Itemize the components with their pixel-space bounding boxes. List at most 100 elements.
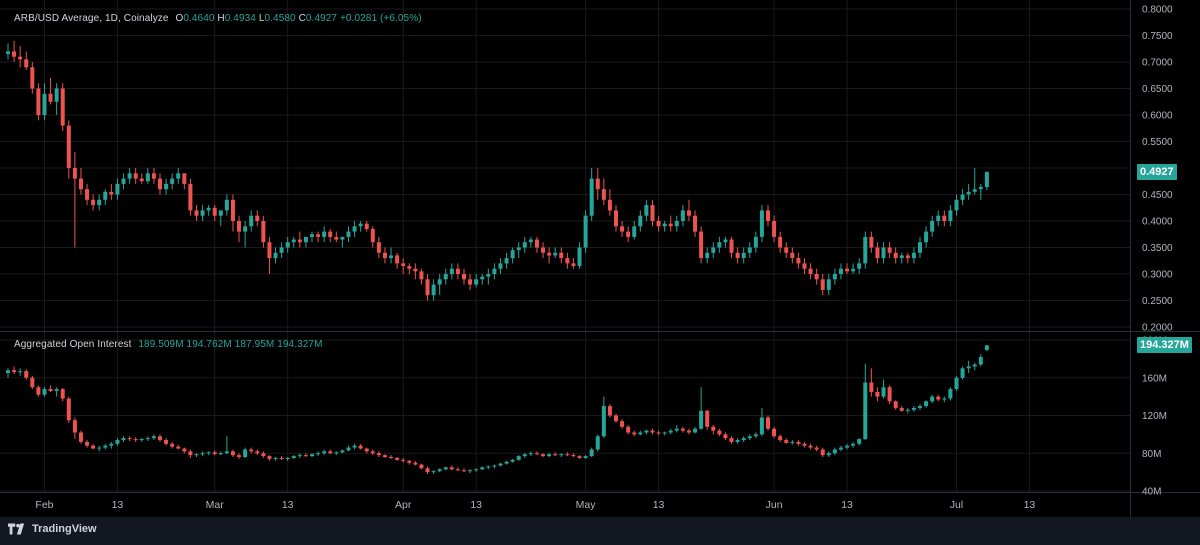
oi-candle-body <box>109 443 114 446</box>
price-candle-body <box>188 183 193 211</box>
price-candle <box>103 189 108 206</box>
price-candle <box>918 236 922 259</box>
oi-candle <box>24 369 29 380</box>
price-candle <box>413 263 418 280</box>
price-candle-body <box>462 274 466 280</box>
oi-candle <box>875 387 880 402</box>
oi-candle <box>522 453 527 458</box>
price-candle <box>419 268 424 285</box>
oi-candle <box>729 436 734 444</box>
chart-canvas[interactable]: 0.80000.75000.70000.65000.60000.55000.50… <box>0 0 1200 517</box>
oi-candle <box>595 434 600 452</box>
oi-candle <box>218 451 223 456</box>
oi-candle <box>370 449 375 456</box>
price-candle-body <box>589 178 594 216</box>
oi-candle-body <box>121 438 126 441</box>
price-candle-body <box>680 210 685 221</box>
tradingview-logo[interactable]: TradingView <box>8 523 97 535</box>
time-tick-label: 13 <box>470 499 482 511</box>
oi-candle-body <box>766 417 770 429</box>
oi-candle-body <box>899 407 904 411</box>
oi-candle-body <box>936 396 941 400</box>
oi-candle <box>395 457 400 461</box>
price-candle-body <box>382 252 387 259</box>
oi-candle <box>139 438 144 442</box>
price-tick-label: 0.3500 <box>1142 243 1173 254</box>
price-candle-body <box>735 252 740 259</box>
oi-candle-body <box>401 459 406 461</box>
oi-candle <box>626 424 631 435</box>
time-tick-label: 13 <box>1024 499 1036 511</box>
price-candle <box>911 247 916 264</box>
price-tick-label: 0.8000 <box>1142 5 1173 16</box>
oi-candle-body <box>522 454 527 457</box>
price-candle <box>693 210 698 237</box>
price-candle-body <box>413 268 418 272</box>
oi-candle-body <box>382 455 387 458</box>
time-axis[interactable]: Feb 13 Mar 13 Apr 13 May 13 Jun 13 Jul 13 <box>35 499 1035 511</box>
price-candle <box>717 236 722 253</box>
open-interest-axis[interactable]: 200M160M120M80M40M <box>1142 336 1167 498</box>
price-candle-body <box>273 252 278 259</box>
price-candle <box>778 231 783 253</box>
time-tick-label: 13 <box>282 499 294 511</box>
oi-candle <box>911 406 916 412</box>
oi-candle <box>401 457 406 463</box>
oi-candle-body <box>115 440 120 444</box>
price-candle-body <box>620 226 625 232</box>
oi-candle-body <box>206 452 211 454</box>
oi-title[interactable]: Aggregated Open Interest <box>14 339 132 350</box>
price-candle-body <box>784 247 789 253</box>
oi-candle <box>310 453 314 458</box>
oi-candle-body <box>826 453 831 456</box>
oi-candle-body <box>516 456 521 460</box>
price-candle <box>832 268 837 285</box>
low-label: L <box>258 13 265 24</box>
oi-candle <box>407 459 412 465</box>
oi-candle <box>322 449 327 456</box>
oi-candle <box>145 436 150 441</box>
price-candle-body <box>121 178 126 184</box>
price-candle <box>948 205 953 227</box>
oi-candle-body <box>571 455 576 457</box>
price-candle-body <box>492 268 497 274</box>
price-candle <box>115 178 120 200</box>
oi-candle-body <box>188 451 193 456</box>
price-candle-body <box>437 279 442 285</box>
oi-candle <box>845 443 850 450</box>
price-candle <box>188 178 193 216</box>
close-label: C <box>298 13 306 24</box>
price-candle-body <box>845 268 850 272</box>
oi-candle <box>808 443 813 450</box>
oi-candle-body <box>905 409 910 411</box>
price-candle <box>814 268 819 285</box>
price-candle <box>851 263 856 274</box>
price-candle <box>91 194 96 211</box>
price-candles <box>6 40 989 301</box>
price-candle <box>845 263 850 274</box>
price-candle-body <box>905 255 910 259</box>
oi-candle <box>534 451 539 456</box>
price-tick-label: 0.4000 <box>1142 217 1173 228</box>
oi-candle-body <box>249 449 254 452</box>
oi-candle-body <box>200 453 205 455</box>
price-candle <box>449 263 454 280</box>
price-candle <box>528 236 533 248</box>
price-candle-body <box>984 171 989 188</box>
price-candle-body <box>832 274 837 280</box>
oi-candle <box>723 432 728 441</box>
oi-candle-body <box>632 432 637 435</box>
oi-candle <box>747 434 752 441</box>
symbol-title[interactable]: ARB/USD Average, 1D, Coinalyze <box>14 13 169 24</box>
oi-candle-body <box>449 467 454 470</box>
price-candle-body <box>224 199 229 211</box>
oi-candle <box>115 438 120 446</box>
price-candle <box>711 242 716 259</box>
oi-candle <box>905 407 910 414</box>
price-candle-body <box>522 242 527 248</box>
price-candle <box>297 231 302 248</box>
price-candle <box>364 221 369 232</box>
price-candle-body <box>674 221 679 227</box>
oi-candle <box>772 426 777 439</box>
oi-candle <box>176 444 181 450</box>
